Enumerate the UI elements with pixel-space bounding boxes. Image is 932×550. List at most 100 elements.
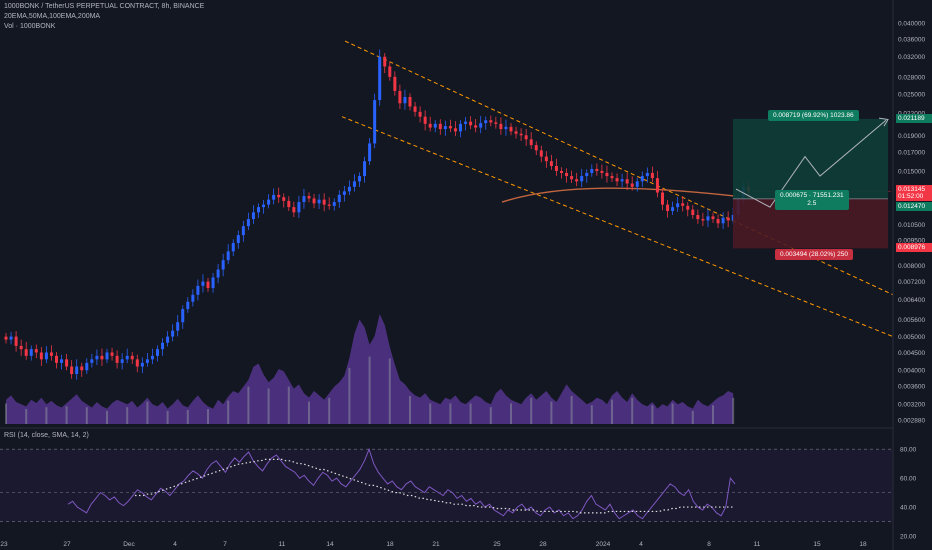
position-summary-line1: 0.000675 · 71551.231: [780, 192, 844, 199]
candle-body: [287, 200, 291, 208]
candle-body: [691, 209, 695, 215]
long-position-tool[interactable]: [733, 117, 889, 249]
price-tick-label: 0.007200: [898, 279, 925, 286]
time-tick-label: 11: [754, 541, 761, 548]
rsi-pane: [0, 447, 893, 522]
candle-body: [484, 120, 488, 124]
price-tick-label: 0.040000: [898, 21, 925, 28]
candle-body: [75, 366, 79, 375]
price-tick-label: 0.032000: [898, 54, 925, 61]
candle-body: [676, 203, 680, 208]
candle-body: [221, 260, 225, 270]
candle-body: [55, 355, 58, 363]
candle-body: [650, 172, 654, 179]
candle-body: [347, 186, 351, 192]
candle-body: [469, 121, 473, 126]
price-tick-label: 0.010500: [898, 222, 925, 229]
target-price-tag: 0.021189: [896, 114, 932, 123]
channel-upper-line[interactable]: [344, 40, 894, 296]
ema-line: [501, 187, 736, 203]
candle-body: [565, 172, 569, 177]
price-tick-label: 0.006400: [898, 297, 925, 304]
candle-body: [534, 145, 538, 151]
candle-body: [110, 352, 114, 356]
time-tick-label: 8: [707, 541, 711, 548]
candle-body: [620, 179, 624, 182]
candle-body: [600, 170, 604, 173]
candle-body: [696, 214, 700, 220]
candle-body: [524, 135, 528, 140]
candle-body: [499, 123, 503, 130]
projection-arrow[interactable]: [735, 119, 887, 208]
candle-body: [403, 96, 407, 104]
candle-body: [39, 352, 43, 360]
candle-body: [575, 179, 579, 182]
candle-body: [257, 207, 260, 213]
candle-body: [625, 179, 629, 184]
candle-body: [519, 133, 523, 136]
candle-body: [494, 122, 498, 124]
candle-body: [100, 355, 104, 360]
candle-body: [423, 116, 427, 124]
main-pane[interactable]: [4, 40, 894, 380]
candle-body: [474, 125, 478, 128]
candle-body: [302, 196, 306, 203]
candle-body: [105, 352, 109, 360]
candle-body: [615, 178, 619, 182]
volume-legend[interactable]: Vol · 1000BONK: [4, 23, 56, 30]
candle-body: [140, 362, 144, 367]
time-tick-label: 4: [173, 541, 177, 548]
symbol-title[interactable]: 1000BONK / TetherUS PERPETUAL CONTRACT, …: [4, 3, 205, 10]
moving-averages-legend[interactable]: 20EMA,50MA,100EMA,200MA: [4, 13, 101, 20]
candle-body: [90, 359, 94, 363]
price-tick-label: 0.005600: [898, 317, 925, 324]
candle-body: [24, 349, 28, 356]
candle-body: [363, 161, 367, 177]
channel-lower-line[interactable]: [341, 116, 894, 338]
candle-body: [438, 123, 442, 130]
candle-body: [231, 243, 235, 252]
stop-label: 0.003494 (28.02%) 250: [775, 249, 853, 260]
candle-body: [489, 120, 493, 123]
rsi-tick-label: 80.00: [900, 447, 917, 454]
candle-body: [585, 172, 589, 177]
candle-body: [635, 181, 639, 187]
candle-body: [398, 90, 402, 104]
candle-body: [443, 126, 447, 130]
time-tick-label: 27: [63, 541, 71, 548]
candle-body: [166, 336, 170, 343]
candle-body: [206, 281, 210, 289]
candle-body: [282, 197, 286, 201]
candle-body: [666, 204, 670, 212]
price-tick-label: 0.028000: [898, 74, 925, 81]
time-tick-label: 21: [432, 541, 440, 548]
candle-body: [479, 123, 483, 128]
target-zone[interactable]: [733, 118, 888, 199]
candle-body: [120, 359, 124, 363]
rsi-line: [67, 447, 736, 520]
candle-body: [580, 176, 584, 182]
candle-body: [539, 150, 543, 157]
time-tick-label: 2024: [596, 541, 611, 548]
candle-body: [448, 126, 452, 129]
candle-body: [327, 204, 331, 206]
rsi-legend[interactable]: RSI (14, close, SMA, 14, 2): [4, 432, 89, 439]
time-axis[interactable]: 23 27 Dec 4 7 11 14 18 21 25 28 2024 4 8 11 15 18: [0, 541, 867, 548]
price-tick-label: 0.004500: [898, 350, 925, 357]
price-tick-label: 0.015000: [898, 168, 925, 175]
candle-body: [549, 161, 553, 167]
candle-body: [80, 366, 84, 371]
candle-body: [342, 191, 346, 195]
candle-body: [156, 349, 159, 356]
rsi-axis: 80.00 60.00 40.00 20.00: [900, 447, 917, 541]
bar-countdown: 01:52:00: [898, 193, 924, 200]
candle-body: [726, 217, 730, 221]
candle-body: [65, 359, 69, 367]
candle-body: [681, 203, 685, 206]
candle-body: [701, 219, 705, 221]
candle-body: [312, 198, 316, 204]
candle-body: [630, 183, 634, 187]
candle-body: [560, 170, 563, 173]
candle-body: [14, 336, 18, 346]
candle-body: [19, 345, 23, 350]
